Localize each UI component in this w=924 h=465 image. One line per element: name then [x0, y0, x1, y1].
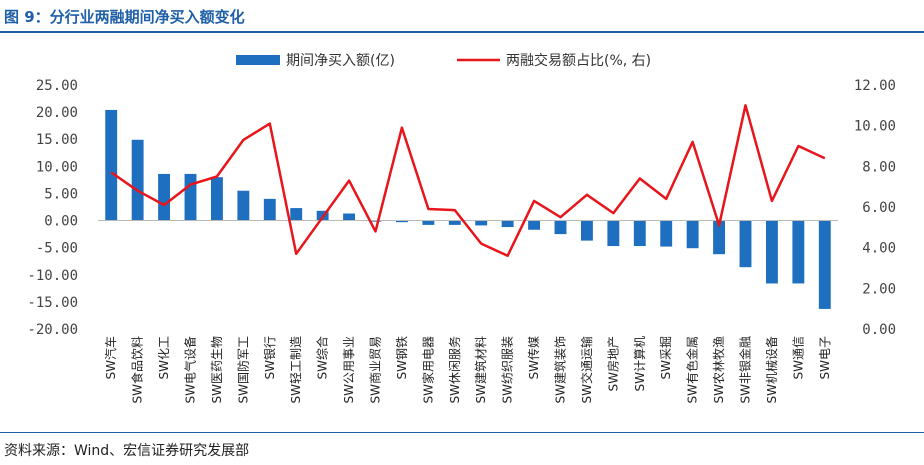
bar [210, 177, 223, 221]
x-tick-label: SW传媒 [526, 336, 541, 379]
bar [739, 220, 752, 268]
legend-label-bar: 期间净买入额(亿) [286, 53, 395, 69]
bar [395, 220, 408, 223]
bar [528, 220, 541, 230]
bar [184, 173, 197, 221]
legend-label-line: 两融交易额占比(%, 右) [506, 52, 651, 69]
bar [369, 220, 382, 222]
x-tick-label: SW通信 [791, 336, 805, 379]
y-axis-left: 25.00 20.00 15.00 10.00 5.00 0.00 -5.00 -10.00 -… [27, 78, 78, 338]
bar [765, 220, 778, 284]
bar [713, 220, 726, 255]
y-left-tick-label: 5.00 [44, 186, 78, 202]
bar [554, 220, 567, 235]
bar [263, 198, 276, 221]
bar [422, 220, 435, 225]
x-axis-labels: SW汽车 SW食品饮料 SW化工 SW电气设备 SW医药生物 SW国防军工 SW银行 SW轻工… [103, 336, 832, 403]
y-left-tick-label: 15.00 [36, 132, 78, 148]
bar [448, 220, 461, 225]
y-left-tick-label: 25.00 [36, 78, 78, 94]
y-right-tick-label: 12.00 [854, 78, 896, 94]
bar [580, 220, 593, 241]
x-tick-label: SW农林牧渔 [712, 336, 726, 403]
bar [343, 213, 356, 221]
x-tick-label: SW电气设备 [183, 336, 198, 403]
bar-series [105, 109, 831, 309]
figure-title: 图 9：分行业两融期间净买入额变化 [4, 8, 245, 26]
x-tick-label: SW有色金属 [685, 336, 700, 403]
x-tick-label: SW轻工制造 [289, 336, 303, 403]
x-tick-label: SW钢铁 [395, 336, 409, 379]
y-left-tick-label: -15.00 [27, 295, 78, 311]
x-tick-label: SW计算机 [632, 336, 647, 391]
bar [818, 220, 831, 309]
bar [105, 109, 118, 221]
y-left-tick-label: 20.00 [36, 105, 78, 121]
y-right-tick-label: 8.00 [862, 159, 896, 175]
bar [501, 220, 514, 228]
line-path [110, 104, 826, 258]
legend: 期间净买入额(亿) 两融交易额占比(%, 右) [236, 52, 651, 69]
bar [792, 220, 805, 284]
x-tick-label: SW建筑装饰 [553, 336, 568, 403]
source-note: 资料来源：Wind、宏信证券研究发展部 [4, 443, 250, 459]
y-axis-right: 12.00 10.00 8.00 6.00 4.00 2.00 0.00 [854, 78, 896, 338]
x-tick-label: SW医药生物 [210, 336, 224, 403]
bar [290, 208, 303, 221]
x-tick-label: SW家用电器 [420, 336, 435, 403]
x-tick-label: SW建筑材料 [473, 336, 488, 403]
y-right-tick-label: 0.00 [862, 322, 896, 338]
x-tick-label: SW食品饮料 [130, 336, 145, 403]
bar [131, 139, 144, 221]
x-tick-label: SW纺织服装 [501, 336, 515, 403]
x-tick-label: SW房地产 [605, 336, 620, 391]
y-left-tick-label: -5.00 [36, 241, 78, 257]
x-tick-label: SW机械设备 [764, 336, 779, 403]
x-tick-label: SW公用事业 [342, 336, 356, 403]
legend-swatch-bar [236, 55, 280, 65]
y-left-tick-label: -10.00 [27, 268, 78, 284]
x-tick-label: SW综合 [315, 336, 330, 379]
x-tick-label: SW非银金融 [738, 336, 753, 403]
x-tick-label: SW国防军工 [235, 336, 250, 403]
chart: 期间净买入额(亿) 两融交易额占比(%, 右) 25.00 20.00 15.00 10… [27, 52, 896, 403]
figure-header: 图 9：分行业两融期间净买入额变化 [0, 0, 924, 30]
x-tick-label: SW采掘 [658, 336, 673, 379]
bar [686, 220, 699, 249]
x-tick-label: SW银行 [263, 336, 277, 379]
x-tick-label: SW化工 [157, 336, 171, 379]
bar [158, 173, 171, 221]
source-rule [0, 432, 924, 433]
y-right-tick-label: 2.00 [862, 281, 896, 297]
bar [607, 220, 620, 247]
x-tick-label: SW汽车 [103, 336, 118, 379]
y-left-tick-label: 0.00 [44, 214, 78, 230]
line-series [110, 104, 826, 258]
title-rule [0, 31, 924, 33]
y-right-tick-label: 6.00 [862, 200, 896, 216]
x-tick-label: SW商业贸易 [368, 336, 383, 403]
y-left-tick-label: -20.00 [27, 322, 78, 338]
bar [660, 220, 673, 247]
bar [633, 220, 646, 247]
bar [237, 190, 250, 221]
x-tick-label: SW电子 [818, 336, 832, 379]
x-tick-label: SW休闲服务 [447, 336, 462, 403]
y-left-tick-label: 10.00 [36, 159, 78, 175]
x-tick-label: SW交通运输 [579, 336, 594, 403]
bar [475, 220, 488, 226]
y-right-tick-label: 10.00 [854, 119, 896, 135]
y-right-tick-label: 4.00 [862, 241, 896, 257]
